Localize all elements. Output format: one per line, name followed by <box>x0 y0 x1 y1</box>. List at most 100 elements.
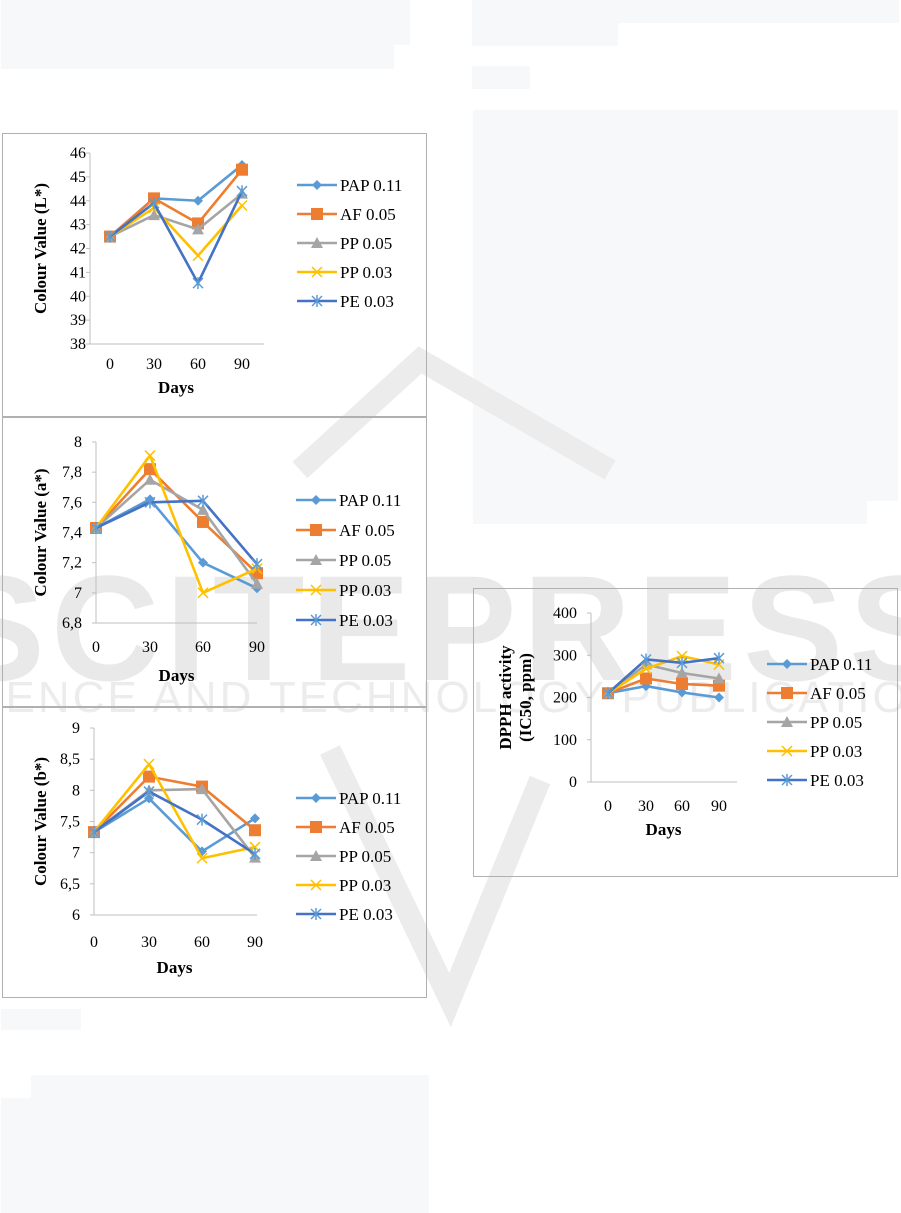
legend-marker-square <box>310 821 322 833</box>
legend-marker-x <box>310 879 322 891</box>
legend-item: AF 0.05 <box>767 684 866 703</box>
legend-label: PE 0.03 <box>810 771 864 790</box>
legend-label: PP 0.05 <box>339 847 391 866</box>
legend-item: PAP 0.11 <box>767 655 872 674</box>
series-line <box>607 684 720 699</box>
x-tick-label: 90 <box>234 356 250 373</box>
y-tick-label: 8 <box>72 782 80 799</box>
data-point-star <box>196 813 208 826</box>
legend-marker-diamond <box>312 180 322 190</box>
x-tick-label: 90 <box>249 639 265 656</box>
legend-item: AF 0.05 <box>296 818 395 837</box>
legend-marker-diamond <box>311 793 321 803</box>
y-tick-label: 45 <box>70 169 86 186</box>
data-point-star <box>640 653 652 666</box>
y-tick-label: 7,6 <box>62 494 82 511</box>
y-tick-label: 43 <box>70 217 86 234</box>
data-point-star <box>143 785 155 798</box>
data-point-star <box>251 558 263 571</box>
legend-item: PE 0.03 <box>297 292 394 311</box>
legend-label: AF 0.05 <box>810 684 866 703</box>
y-tick-label: 7,4 <box>62 525 82 542</box>
legend-marker-x <box>311 266 323 278</box>
data-point-star <box>713 652 725 665</box>
legend-item: PE 0.03 <box>296 905 393 924</box>
legend-label: PP 0.05 <box>340 234 392 253</box>
y-tick-label: 40 <box>70 288 86 305</box>
legend-label: AF 0.05 <box>339 521 395 540</box>
legend-label: PP 0.03 <box>339 581 391 600</box>
y-tick-label: 7 <box>72 845 80 862</box>
y-tick-label: 200 <box>553 690 577 707</box>
legend-label: PE 0.03 <box>339 611 393 630</box>
legend-item: PP 0.03 <box>296 581 391 600</box>
data-point-diamond <box>144 793 154 804</box>
y-tick-label: 7 <box>74 585 82 602</box>
data-point-square <box>197 515 209 528</box>
chart-lightness: 38 39 40 41 42 43 44 45 46 0 30 60 90 Days Colour Valu… <box>2 133 427 417</box>
x-tick-label: 90 <box>247 934 263 951</box>
data-point-triangle <box>676 666 688 678</box>
legend-marker-diamond <box>782 659 792 669</box>
y-tick-label: 300 <box>553 647 577 664</box>
data-point-triangle <box>196 783 208 795</box>
x-tick-label: 0 <box>604 798 612 815</box>
chart-dpph: 0 100 200 300 400 0 30 60 90 Days DPPH activity (IC… <box>473 588 898 877</box>
legend-item: AF 0.05 <box>296 521 395 540</box>
data-point-diamond <box>250 813 260 824</box>
legend-label: PP 0.03 <box>339 876 391 895</box>
series-line <box>607 677 720 695</box>
series-pap-0-11 <box>89 793 260 857</box>
series-line <box>92 762 256 860</box>
legend-label: PP 0.03 <box>340 263 392 282</box>
data-point-triangle <box>148 209 160 221</box>
x-tick-label: 30 <box>146 356 162 373</box>
legend-label: PAP 0.11 <box>340 176 402 195</box>
data-point-diamond <box>677 687 687 698</box>
chart-border <box>2 417 427 707</box>
x-tick-label: 60 <box>194 934 210 951</box>
legend-marker-star <box>310 908 322 920</box>
series-line <box>93 775 256 834</box>
x-tick-label: 0 <box>92 639 100 656</box>
data-point-x <box>192 250 204 262</box>
series-line <box>95 478 259 585</box>
data-point-star <box>148 197 160 210</box>
data-point-triangle <box>144 473 156 485</box>
data-point-star <box>249 847 261 860</box>
redacted-text-block <box>472 66 530 89</box>
legend-label: PP 0.05 <box>810 713 862 732</box>
x-axis-title: Days <box>157 958 193 977</box>
data-point-square <box>236 163 248 176</box>
legend-label: AF 0.05 <box>339 818 395 837</box>
data-point-diamond <box>198 557 208 568</box>
data-point-x <box>143 758 155 770</box>
legend-marker-square <box>311 208 323 220</box>
series-pe-0-03 <box>104 185 248 290</box>
chart-border <box>2 133 427 417</box>
legend-label: PE 0.03 <box>340 292 394 311</box>
legend-marker-star <box>781 774 793 786</box>
y-tick-label: 6,5 <box>60 876 80 893</box>
y-axis-title-line2: (IC50, ppm) <box>516 653 535 742</box>
legend-marker-diamond <box>311 495 321 505</box>
redacted-text-block <box>31 1075 429 1100</box>
legend-marker-square <box>310 524 322 536</box>
x-tick-label: 0 <box>106 356 114 373</box>
legend-marker-triangle <box>310 850 322 861</box>
data-point-star <box>90 521 102 534</box>
data-point-square <box>249 824 261 837</box>
y-axis-title-line1: DPPH activity <box>496 645 515 750</box>
redacted-text-block <box>1 45 394 69</box>
x-axis-title: Days <box>158 378 194 397</box>
redacted-text-block <box>1 1009 81 1030</box>
legend-item: PP 0.03 <box>297 263 392 282</box>
series-pe-0-03 <box>602 652 725 700</box>
data-point-x <box>144 450 156 462</box>
legend-label: PAP 0.11 <box>339 789 401 808</box>
y-tick-label: 0 <box>569 774 577 791</box>
y-tick-label: 7,5 <box>60 814 80 831</box>
x-tick-label: 30 <box>142 639 158 656</box>
legend-item: PE 0.03 <box>767 771 864 790</box>
data-point-x <box>236 199 248 212</box>
